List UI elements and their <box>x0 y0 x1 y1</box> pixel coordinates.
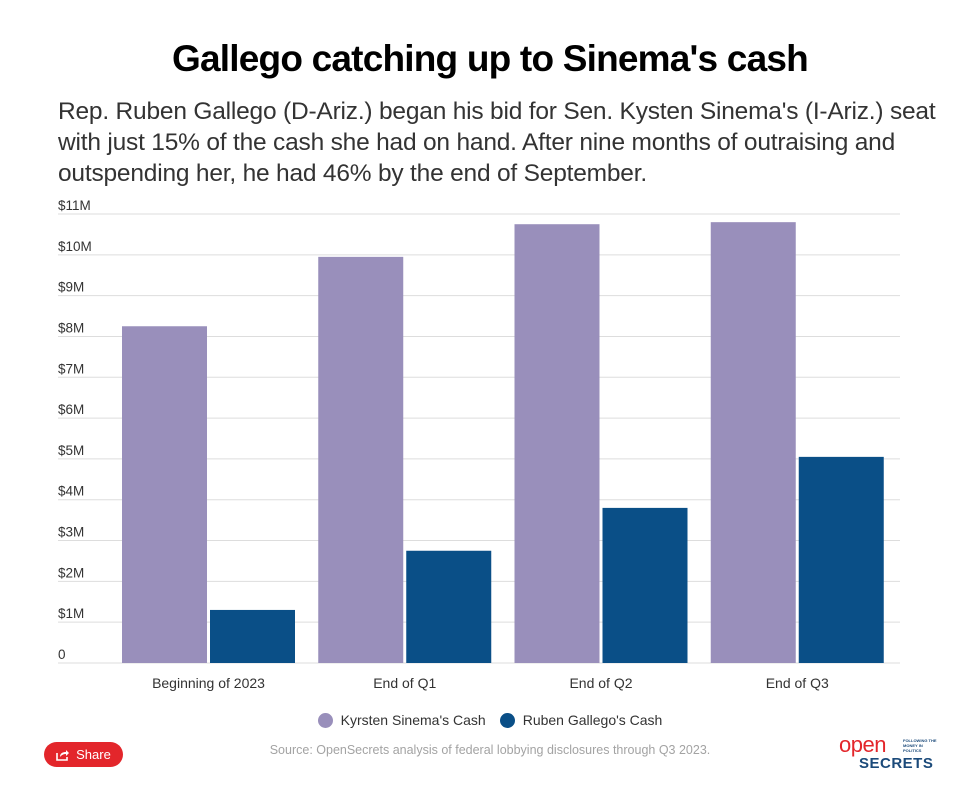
y-tick-label: $1M <box>58 606 84 621</box>
share-button[interactable]: Share <box>44 742 123 767</box>
y-tick-label: $11M <box>58 198 91 213</box>
bar-gallego <box>798 456 884 663</box>
logo-open-text: open <box>839 732 886 757</box>
y-tick-label: $3M <box>58 525 84 540</box>
y-tick-label: $6M <box>58 402 84 417</box>
chart-subtitle: Rep. Ruben Gallego (D-Ariz.) began his b… <box>58 98 936 187</box>
legend-item-gallego: Ruben Gallego's Cash <box>499 712 663 728</box>
y-tick-label: $9M <box>58 280 84 295</box>
logo-secrets-text: SECRETS <box>859 755 934 772</box>
bar-gallego <box>602 507 688 663</box>
bar-sinema <box>514 224 600 664</box>
y-tick-label: $4M <box>58 484 84 499</box>
bar-sinema <box>318 256 404 663</box>
legend: Kyrsten Sinema's Cash Ruben Gallego's Ca… <box>0 712 980 728</box>
y-tick-label: $2M <box>58 565 84 580</box>
legend-swatch-gallego <box>499 712 515 728</box>
y-tick-label: $7M <box>58 361 84 376</box>
x-tick-label: End of Q1 <box>373 675 436 691</box>
y-tick-label: $5M <box>58 443 84 458</box>
x-tick-label: End of Q2 <box>569 675 632 691</box>
bar-chart: 0 $1M $2M $3M $4M $5M $6M $7M $8M $9M $10M $11M Begi… <box>58 198 900 691</box>
y-tick-label: $10M <box>58 239 92 254</box>
chart-title: Gallego catching up to Sinema's cash <box>172 38 809 79</box>
legend-item-sinema: Kyrsten Sinema's Cash <box>317 712 486 728</box>
share-label: Share <box>76 747 111 762</box>
y-tick-label: 0 <box>58 647 66 662</box>
logo-tagline: FOLLOWING THE MONEY IN POLITICS <box>903 738 937 753</box>
source-note: Source: OpenSecrets analysis of federal … <box>269 743 711 757</box>
y-tick-label: $8M <box>58 320 84 335</box>
x-tick-label: Beginning of 2023 <box>152 675 265 691</box>
bar-gallego <box>210 609 295 663</box>
bar-sinema <box>710 222 796 663</box>
x-tick-label: End of Q3 <box>766 675 829 691</box>
opensecrets-logo[interactable]: open FOLLOWING THE MONEY IN POLITICS SEC… <box>836 732 937 774</box>
share-icon <box>56 749 70 761</box>
legend-label-gallego: Ruben Gallego's Cash <box>522 712 663 728</box>
bar-sinema <box>122 326 207 663</box>
bar-gallego <box>406 550 492 663</box>
legend-label-sinema: Kyrsten Sinema's Cash <box>340 712 486 728</box>
legend-swatch-sinema <box>317 712 333 728</box>
